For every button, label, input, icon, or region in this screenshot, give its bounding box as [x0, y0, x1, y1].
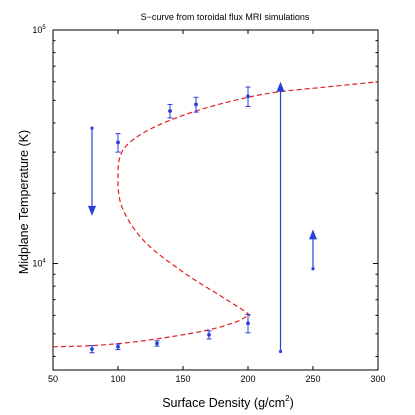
data-point	[154, 340, 160, 347]
point-marker	[194, 102, 198, 107]
data-point	[206, 330, 212, 340]
data-point	[245, 86, 251, 108]
data-point	[193, 96, 199, 113]
y-tick-label-base: 10	[32, 259, 42, 269]
y-axis-label: Midplane Temperature (K)	[17, 130, 31, 274]
point-marker	[168, 109, 172, 113]
x-tick-label: 50	[48, 374, 58, 384]
point-marker	[246, 321, 250, 326]
chart-title: S−curve from toroidal flux MRI simulatio…	[141, 12, 310, 22]
x-axis-label: Surface Density (g/cm2)	[162, 394, 294, 410]
data-point	[115, 133, 121, 153]
arrows-layer	[88, 81, 317, 354]
arrow-start-dot	[311, 267, 315, 271]
y-tick-label: 105	[32, 25, 46, 35]
transition-arrow	[88, 126, 96, 216]
data-point	[245, 313, 251, 334]
x-tick-label: 200	[240, 374, 255, 384]
x-tick-label: 100	[110, 374, 125, 384]
x-tick-label: 250	[305, 374, 320, 384]
x-tick-label: 300	[370, 374, 385, 384]
point-marker	[246, 94, 250, 99]
transition-arrow	[276, 81, 285, 354]
point-marker	[116, 344, 120, 349]
data-points-layer	[89, 86, 251, 354]
point-marker	[207, 332, 211, 337]
point-marker	[90, 347, 94, 352]
data-point	[167, 103, 173, 119]
point-marker	[155, 341, 159, 346]
x-tick-label: 150	[175, 374, 190, 384]
y-tick-label-exponent: 5	[42, 25, 46, 31]
plot-border	[52, 29, 379, 371]
s-curve-line	[52, 81, 379, 348]
data-point	[115, 343, 121, 351]
plot-frame	[52, 29, 379, 371]
s-curve-layer	[52, 81, 379, 348]
y-tick-label: 104	[32, 259, 46, 269]
arrow-head	[88, 205, 96, 216]
transition-arrow	[309, 229, 317, 271]
data-point	[89, 345, 95, 354]
x-axis-label-text: Surface Density (g/cm	[162, 396, 285, 410]
x-axis-label-tail: )	[290, 396, 294, 410]
x-axis-label-sup: 2	[285, 394, 290, 403]
point-marker	[116, 140, 120, 145]
y-tick-label-base: 10	[32, 25, 42, 35]
arrow-start-dot	[278, 349, 283, 354]
y-tick-label-exponent: 4	[42, 259, 46, 265]
arrow-head	[276, 81, 285, 92]
arrow-start-dot	[90, 126, 94, 130]
arrow-head	[309, 229, 317, 240]
